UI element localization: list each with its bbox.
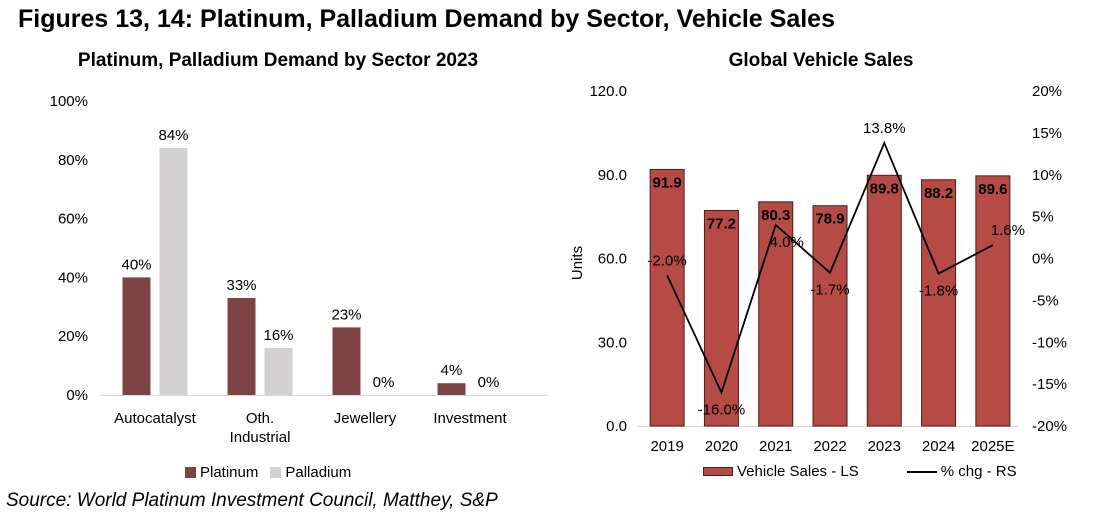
line-value-label: 4.0%	[770, 234, 804, 251]
bar-value-label: 0%	[373, 374, 395, 391]
legend-item-vehicle-sales: Vehicle Sales - LS	[703, 463, 859, 480]
legend-item-pct-chg: % chg - RS	[906, 463, 1017, 480]
source-text: Source: World Platinum Investment Counci…	[6, 490, 498, 511]
legend-label-platinum: Platinum	[200, 464, 259, 481]
bar-vehicle-sales	[975, 175, 1011, 427]
legend-label-palladium: Palladium	[285, 464, 352, 481]
bar-platinum	[437, 383, 466, 395]
bar-vehicle-sales	[758, 201, 794, 427]
y-axis-tick-label: 80%	[58, 152, 88, 169]
category-label: 2019	[650, 438, 683, 455]
left-axis-tick-label: 60.0	[598, 251, 627, 268]
line-value-label: -1.8%	[919, 283, 958, 300]
left-axis-tick-label: 90.0	[598, 167, 627, 184]
left-axis-tick-label: 30.0	[598, 334, 627, 351]
legend-item-palladium: Palladium	[270, 464, 351, 481]
line-value-label: -2.0%	[648, 252, 687, 269]
global-vehicle-sales-chart: 0.0 30.0 60.0 90.0 120.0 -20% -15% -10% -5% 0% 5% 1…	[589, 83, 1067, 455]
platinum-palladium-demand-chart: 0% 20% 40% 60% 80% 100% 40% 33% 23% 4% 84% 16% 0% 0% A…	[50, 93, 548, 446]
right-axis-tick-label: -10%	[1032, 334, 1067, 351]
bar-value-label: 78.9	[815, 211, 844, 228]
right-axis-tick-label: 0%	[1032, 251, 1054, 268]
bar-value-label: 89.8	[870, 180, 899, 197]
bar-vehicle-sales	[921, 179, 957, 427]
bar-palladium	[264, 347, 293, 395]
right-axis-tick-label: 5%	[1032, 209, 1054, 226]
bar-vehicle-sales	[866, 174, 902, 427]
right-axis-tick-label: 20%	[1032, 83, 1062, 100]
bar-vehicle-sales	[812, 205, 848, 427]
bar-value-label: 89.6	[978, 181, 1007, 198]
category-label: 2024	[922, 438, 955, 455]
pct-change-line	[666, 140, 994, 395]
bar-value-label: 4%	[441, 362, 463, 379]
bar-value-label: 84%	[158, 127, 188, 144]
category-label: Industrial	[230, 429, 291, 446]
bar-value-label: 88.2	[924, 185, 953, 202]
left-axis-tick-label: 120.0	[589, 83, 627, 100]
legend-label-pct-chg: % chg - RS	[940, 463, 1017, 480]
line-value-label: -1.7%	[810, 282, 849, 299]
category-label: Investment	[433, 410, 507, 427]
page-title: Figures 13, 14: Platinum, Palladium Dema…	[18, 5, 835, 33]
bar-value-label: 0%	[478, 374, 500, 391]
category-label: 2025E	[971, 438, 1014, 455]
bar-palladium	[159, 148, 188, 395]
vehicle-sales-swatch-icon	[703, 467, 733, 476]
bar-value-label: 91.9	[653, 174, 682, 191]
bar-value-label: 33%	[226, 277, 256, 294]
palladium-swatch-icon	[270, 467, 282, 478]
category-label: 2020	[705, 438, 738, 455]
y-axis-tick-label: 60%	[58, 211, 88, 228]
bar-platinum	[332, 327, 361, 395]
line-value-label: 13.8%	[863, 120, 906, 137]
right-axis-tick-label: -5%	[1032, 292, 1059, 309]
right-axis-tick-label: 15%	[1032, 125, 1062, 142]
line-value-label: -16.0%	[698, 402, 746, 419]
bar-value-label: 23%	[331, 306, 361, 323]
category-label: 2023	[868, 438, 901, 455]
pct-chg-line-swatch-icon	[906, 470, 937, 473]
vehicle-sales-chart-legend: Vehicle Sales - LS % chg - RS	[703, 463, 1017, 480]
demand-chart-title: Platinum, Palladium Demand by Sector 202…	[77, 50, 479, 71]
line-value-label: 1.6%	[991, 222, 1025, 239]
right-axis-tick-label: -20%	[1032, 418, 1067, 435]
bar-value-label: 40%	[121, 256, 151, 273]
category-label: Oth.	[246, 410, 274, 427]
vehicle-sales-chart-title: Global Vehicle Sales	[728, 50, 914, 71]
y-axis-tick-label: 0%	[66, 387, 88, 404]
left-axis-tick-label: 0.0	[606, 418, 627, 435]
bar-value-label: 16%	[263, 327, 293, 344]
y-axis-tick-label: 40%	[58, 269, 88, 286]
platinum-swatch-icon	[185, 467, 196, 478]
category-label: Jewellery	[334, 410, 397, 427]
legend-label-vehicle-sales: Vehicle Sales - LS	[737, 463, 859, 480]
bar-value-label: 80.3	[761, 207, 790, 224]
category-label: 2022	[813, 438, 846, 455]
bar-value-label: 77.2	[707, 215, 736, 232]
bar-vehicle-sales	[649, 168, 685, 427]
category-label: 2021	[759, 438, 792, 455]
y-axis-tick-label: 20%	[58, 328, 88, 345]
bar-platinum	[227, 297, 256, 395]
right-axis-tick-label: -15%	[1032, 376, 1067, 393]
y-axis-tick-label: 100%	[50, 93, 88, 110]
demand-chart-legend: Platinum Palladium	[185, 464, 351, 481]
bar-platinum	[122, 277, 151, 395]
right-axis-tick-label: 10%	[1032, 167, 1062, 184]
legend-item-platinum: Platinum	[185, 464, 258, 481]
category-label: Autocatalyst	[114, 410, 197, 427]
